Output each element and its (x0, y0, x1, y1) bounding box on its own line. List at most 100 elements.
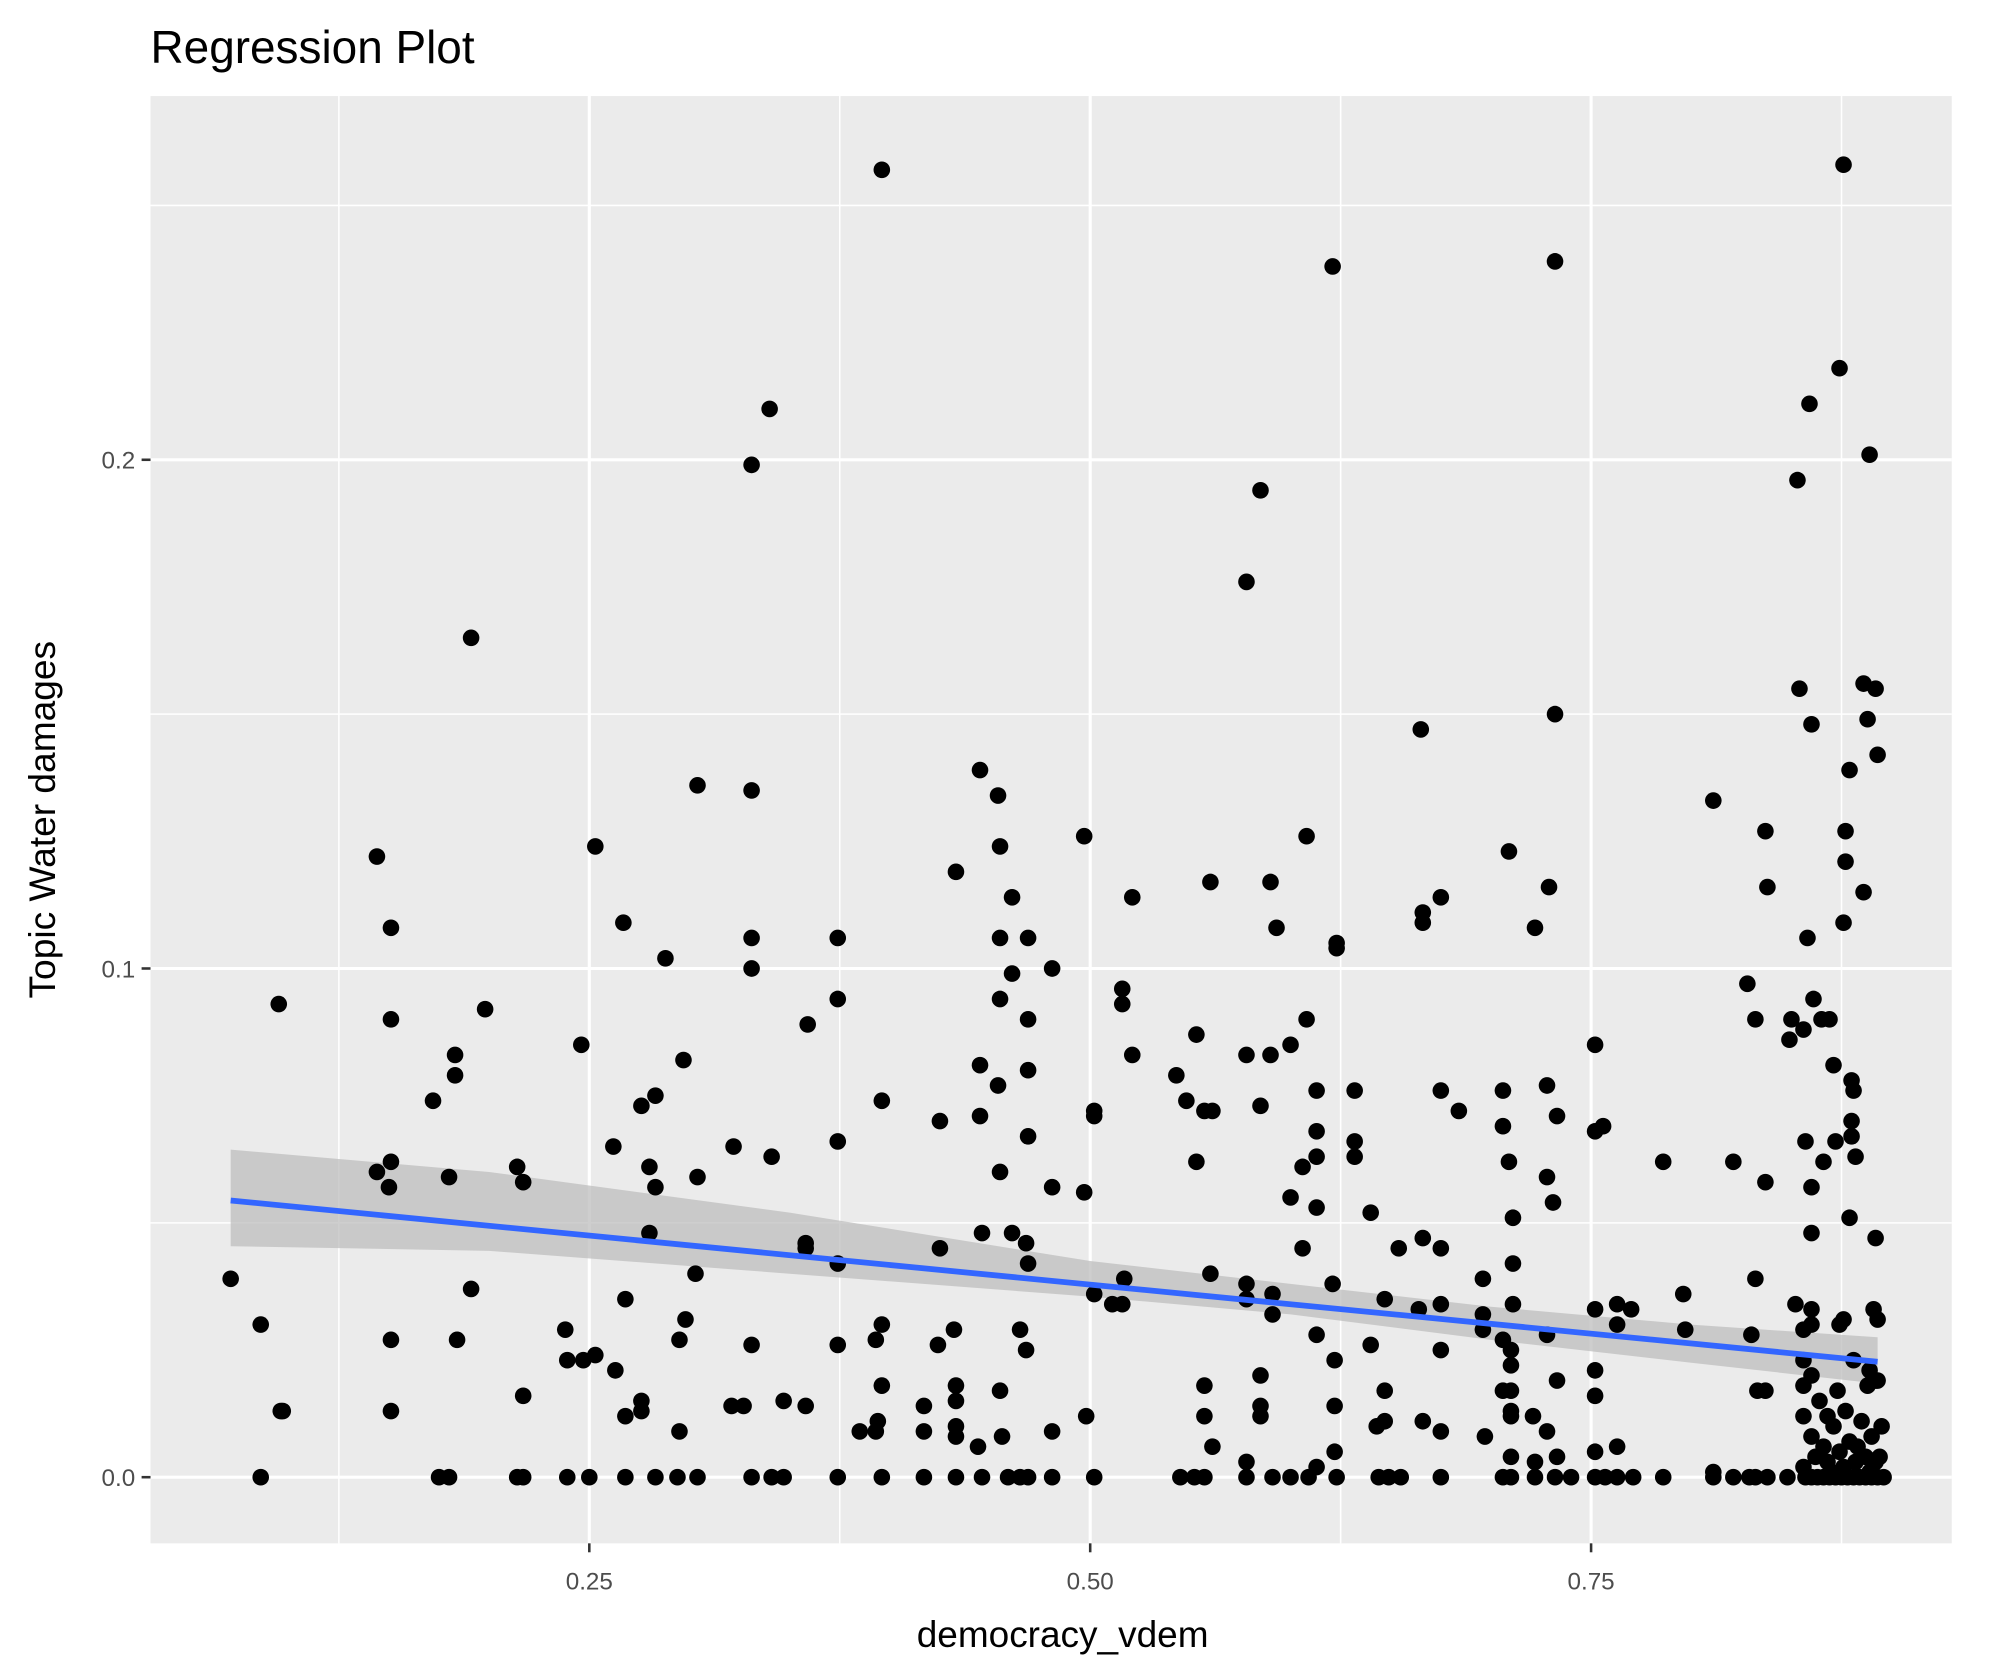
data-point (867, 1331, 885, 1349)
data-point (1202, 1265, 1219, 1283)
data-point (1502, 1468, 1520, 1486)
data-point (1837, 853, 1854, 870)
data-point (677, 1311, 694, 1328)
data-point (1262, 873, 1279, 891)
data-point (1262, 1046, 1279, 1064)
data-point (931, 1112, 949, 1130)
data-point (1841, 761, 1858, 779)
data-point (669, 1468, 686, 1486)
fit-line (230, 1197, 1878, 1365)
data-point (1252, 1407, 1269, 1425)
data-point (514, 1387, 532, 1405)
data-point (1867, 680, 1884, 698)
data-point (1003, 888, 1021, 906)
data-point (1298, 827, 1315, 845)
data-point (1811, 1392, 1828, 1410)
data-point (947, 1468, 965, 1486)
data-point (1264, 1306, 1281, 1323)
data-point (971, 1107, 989, 1125)
data-point (605, 1138, 622, 1155)
data-point (1115, 1270, 1133, 1288)
data-point (633, 1097, 650, 1115)
data-point (1502, 1356, 1520, 1374)
data-point (991, 1382, 1009, 1400)
data-point (380, 1178, 398, 1196)
data-point (1831, 359, 1848, 377)
data-point (873, 1468, 891, 1486)
plot-panel (150, 96, 1952, 1544)
data-point (1725, 1468, 1742, 1486)
data-point (1019, 1255, 1037, 1272)
data-point (1504, 1255, 1522, 1272)
data-point (873, 1092, 891, 1110)
data-point (1705, 792, 1722, 809)
regression-line (230, 1197, 1878, 1365)
data-point (1043, 1468, 1061, 1486)
data-point (1586, 1362, 1604, 1379)
y-tick-label: 0.0 (102, 1465, 136, 1492)
data-point (1238, 1275, 1255, 1293)
data-point (1705, 1468, 1722, 1486)
data-point (252, 1316, 270, 1333)
data-point (1113, 995, 1131, 1013)
data-point (743, 929, 760, 947)
data-point (947, 1392, 965, 1410)
data-point (1759, 1468, 1776, 1486)
data-point (1188, 1153, 1205, 1171)
data-point (1827, 1133, 1844, 1150)
data-point (915, 1468, 933, 1486)
data-point (991, 838, 1009, 855)
data-point (743, 456, 760, 474)
data-point (1743, 1326, 1760, 1344)
data-point (1837, 1402, 1854, 1420)
data-point (1869, 1372, 1886, 1389)
data-point (1392, 1468, 1410, 1486)
data-point (851, 1423, 869, 1440)
data-point (558, 1351, 576, 1369)
data-point (1196, 1407, 1213, 1425)
data-point (1538, 1168, 1556, 1186)
x-tick-label: 0.50 (1067, 1568, 1114, 1595)
data-point (647, 1468, 664, 1486)
data-point (1380, 1468, 1398, 1486)
data-point (1238, 1468, 1255, 1486)
data-point (1085, 1285, 1103, 1303)
data-point (1196, 1377, 1213, 1394)
data-point (775, 1392, 792, 1410)
data-point (675, 1051, 692, 1069)
data-point (1861, 446, 1878, 464)
data-point (761, 400, 778, 418)
data-point (1831, 1316, 1848, 1333)
data-point (671, 1423, 688, 1440)
data-point (989, 1077, 1007, 1094)
data-point (1843, 1112, 1860, 1130)
data-point (1298, 1011, 1315, 1028)
data-point (1622, 1300, 1640, 1318)
data-point (558, 1468, 576, 1486)
y-axis-label: Topic Water damages (21, 641, 63, 999)
data-point (1412, 721, 1430, 738)
data-point (1779, 1468, 1796, 1486)
data-point (1835, 156, 1852, 174)
data-point (1538, 1423, 1556, 1440)
data-point (1841, 1209, 1858, 1227)
data-point (1873, 1417, 1890, 1435)
data-point (1608, 1316, 1626, 1333)
data-point (1432, 1295, 1450, 1313)
data-point (1017, 1341, 1035, 1359)
data-point (1674, 1285, 1692, 1303)
data-point (1474, 1270, 1492, 1288)
data-point (797, 1239, 814, 1257)
data-point (1282, 1036, 1299, 1054)
data-point (1324, 1275, 1341, 1293)
data-point (971, 761, 989, 779)
data-point (1853, 1412, 1870, 1430)
data-point (797, 1397, 814, 1415)
data-point (1017, 1234, 1035, 1252)
data-point (725, 1138, 742, 1155)
data-point (1803, 1178, 1820, 1196)
data-point (1789, 471, 1806, 489)
x-tick-label: 0.75 (1568, 1568, 1615, 1595)
data-point (462, 1280, 480, 1298)
data-point (617, 1290, 634, 1308)
